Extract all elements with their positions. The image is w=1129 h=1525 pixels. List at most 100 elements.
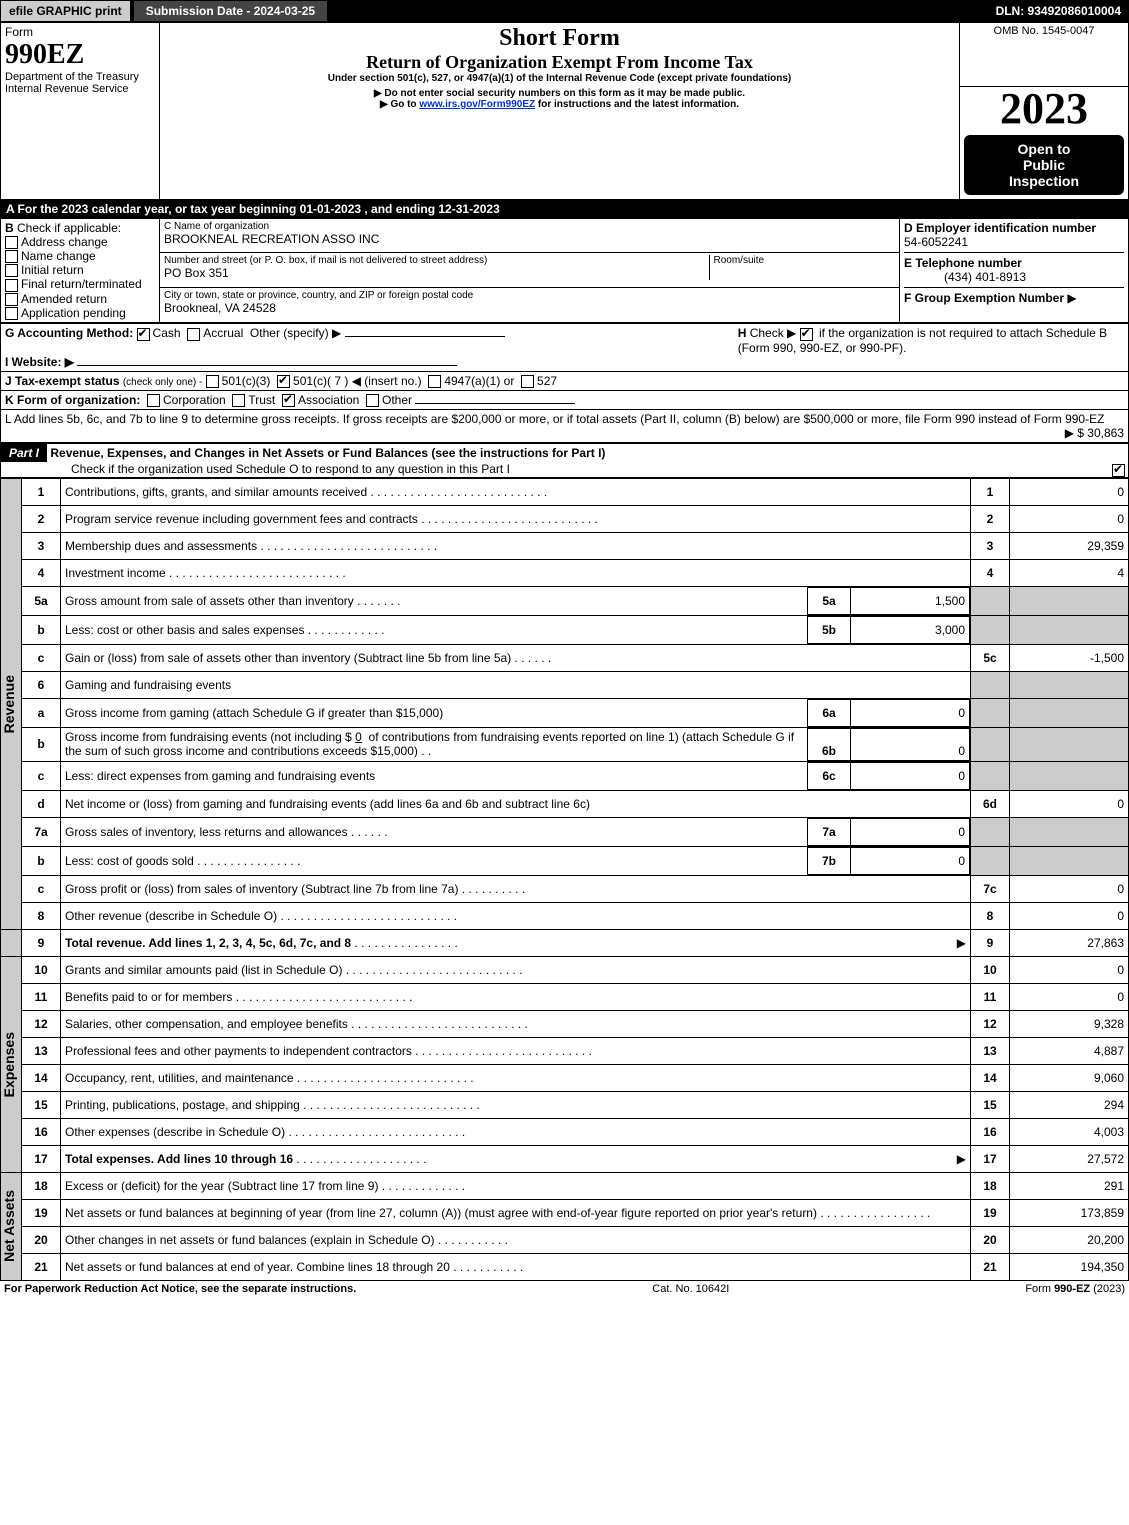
line2-desc: Program service revenue including govern… — [61, 505, 971, 532]
ein-value: 54-6052241 — [904, 235, 968, 249]
footer-right: Form 990-EZ (2023) — [1025, 1283, 1125, 1295]
street-value: PO Box 351 — [164, 266, 709, 280]
part1-lines-table: Revenue 1 Contributions, gifts, grants, … — [0, 478, 1129, 1281]
line12-value: 9,328 — [1010, 1010, 1129, 1037]
line6a-subvalue: 0 — [851, 699, 970, 726]
part1-label: Part I — [1, 444, 47, 462]
line3-desc: Membership dues and assessments — [61, 532, 971, 559]
line7b-desc: Less: cost of goods sold . . . . . . . .… — [61, 847, 808, 874]
meta-lines-table: G Accounting Method: Cash Accrual Other … — [0, 323, 1129, 443]
line7c-desc: Gross profit or (loss) from sales of inv… — [61, 875, 971, 902]
revenue-section-label: Revenue — [1, 675, 21, 733]
city-value: Brookneal, VA 24528 — [164, 301, 895, 315]
part1-checknote: Check if the organization used Schedule … — [1, 462, 510, 476]
dept-line1: Department of the Treasury — [5, 71, 155, 83]
line1-value: 0 — [1010, 478, 1129, 505]
footer-center: Cat. No. 10642I — [652, 1283, 729, 1295]
part1-title: Revenue, Expenses, and Changes in Net As… — [50, 446, 605, 460]
checkbox-association[interactable] — [282, 394, 295, 407]
line16-desc: Other expenses (describe in Schedule O) — [61, 1118, 971, 1145]
checkbox-application-pending[interactable] — [5, 307, 18, 320]
line14-value: 9,060 — [1010, 1064, 1129, 1091]
checkbox-amended-return[interactable] — [5, 293, 18, 306]
checkbox-h[interactable] — [800, 328, 813, 341]
part1-header: Part I Revenue, Expenses, and Changes in… — [0, 443, 1129, 477]
line20-desc: Other changes in net assets or fund bala… — [61, 1226, 971, 1253]
expenses-section-label: Expenses — [1, 1032, 21, 1097]
checkbox-accrual[interactable] — [187, 328, 200, 341]
dln-label: DLN: 93492086010004 — [996, 4, 1129, 18]
note-goto-link[interactable]: ▶ Go to www.irs.gov/Form990EZ for instru… — [164, 99, 955, 110]
dept-line2: Internal Revenue Service — [5, 83, 155, 95]
line6b-subvalue: 0 — [851, 728, 970, 760]
label-room-suite: Room/suite — [714, 255, 896, 266]
line7b-subvalue: 0 — [851, 847, 970, 874]
line8-desc: Other revenue (describe in Schedule O) — [61, 902, 971, 929]
website-input[interactable] — [77, 365, 457, 366]
checkbox-initial-return[interactable] — [5, 264, 18, 277]
other-specify-label: Other (specify) ▶ — [250, 326, 341, 340]
line1-desc: Contributions, gifts, grants, and simila… — [61, 478, 971, 505]
arrow-icon: ▶ — [1067, 291, 1076, 305]
other-specify-input[interactable] — [345, 336, 505, 337]
line13-value: 4,887 — [1010, 1037, 1129, 1064]
line17-value: 27,572 — [1010, 1145, 1129, 1172]
line12-desc: Salaries, other compensation, and employ… — [61, 1010, 971, 1037]
line-l-value: ▶ $ 30,863 — [1065, 426, 1124, 440]
omb-number: OMB No. 1545-0047 — [964, 25, 1124, 37]
checkbox-name-change[interactable] — [5, 250, 18, 263]
checkbox-schedule-o[interactable] — [1112, 464, 1125, 477]
label-org-name: C Name of organization — [164, 221, 895, 232]
efile-print-button[interactable]: efile GRAPHIC print — [0, 0, 131, 22]
checkbox-cash[interactable] — [137, 328, 150, 341]
box-d-label: D Employer identification number — [904, 221, 1096, 235]
line7a-desc: Gross sales of inventory, less returns a… — [61, 818, 808, 845]
line-a-bar: A For the 2023 calendar year, or tax yea… — [0, 200, 1129, 218]
form-header-table: Form 990EZ Department of the Treasury In… — [0, 22, 1129, 200]
form-word: Form — [5, 25, 155, 39]
line-k-label: K Form of organization: — [5, 393, 140, 407]
line6-desc: Gaming and fundraising events — [61, 671, 971, 698]
label-city: City or town, state or province, country… — [164, 290, 895, 301]
checkbox-address-change[interactable] — [5, 236, 18, 249]
checkbox-527[interactable] — [521, 375, 534, 388]
checkbox-501c3[interactable] — [206, 375, 219, 388]
checkbox-trust[interactable] — [232, 394, 245, 407]
irs-link[interactable]: www.irs.gov/Form990EZ — [419, 99, 535, 110]
line21-value: 194,350 — [1010, 1253, 1129, 1280]
line6d-value: 0 — [1010, 790, 1129, 817]
title-main: Return of Organization Exempt From Incom… — [164, 52, 955, 73]
line9-value: 27,863 — [1010, 929, 1129, 956]
line19-value: 173,859 — [1010, 1199, 1129, 1226]
checkbox-other-org[interactable] — [366, 394, 379, 407]
line8-value: 0 — [1010, 902, 1129, 929]
telephone-value: (434) 401-8913 — [904, 270, 1026, 284]
line-j-label: J Tax-exempt status — [5, 374, 120, 388]
submission-date-button[interactable]: Submission Date - 2024-03-25 — [133, 0, 328, 22]
checkbox-final-return[interactable] — [5, 279, 18, 292]
line5a-subvalue: 1,500 — [851, 587, 970, 614]
tax-year: 2023 — [960, 87, 1128, 131]
line6b-desc: Gross income from fundraising events (no… — [61, 728, 808, 760]
line14-desc: Occupancy, rent, utilities, and maintena… — [61, 1064, 971, 1091]
title-short-form: Short Form — [164, 25, 955, 52]
line4-value: 4 — [1010, 559, 1129, 586]
label-street: Number and street (or P. O. box, if mail… — [164, 255, 709, 266]
open-to-public-box: Open to Public Inspection — [964, 135, 1124, 195]
line6d-desc: Net income or (loss) from gaming and fun… — [61, 790, 971, 817]
other-org-input[interactable] — [415, 403, 575, 404]
box-b-title: Check if applicable: — [17, 221, 121, 235]
box-e-label: E Telephone number — [904, 256, 1022, 270]
line5c-desc: Gain or (loss) from sale of assets other… — [61, 644, 971, 671]
checkbox-501c[interactable] — [277, 375, 290, 388]
line6c-subvalue: 0 — [851, 762, 970, 789]
line-l-text: L Add lines 5b, 6c, and 7b to line 9 to … — [5, 412, 1104, 426]
line21-desc: Net assets or fund balances at end of ye… — [61, 1253, 971, 1280]
line18-value: 291 — [1010, 1172, 1129, 1199]
checkbox-corporation[interactable] — [147, 394, 160, 407]
checkbox-4947[interactable] — [428, 375, 441, 388]
line5b-desc: Less: cost or other basis and sales expe… — [61, 616, 808, 643]
line18-desc: Excess or (deficit) for the year (Subtra… — [61, 1172, 971, 1199]
line15-desc: Printing, publications, postage, and shi… — [61, 1091, 971, 1118]
line20-value: 20,200 — [1010, 1226, 1129, 1253]
